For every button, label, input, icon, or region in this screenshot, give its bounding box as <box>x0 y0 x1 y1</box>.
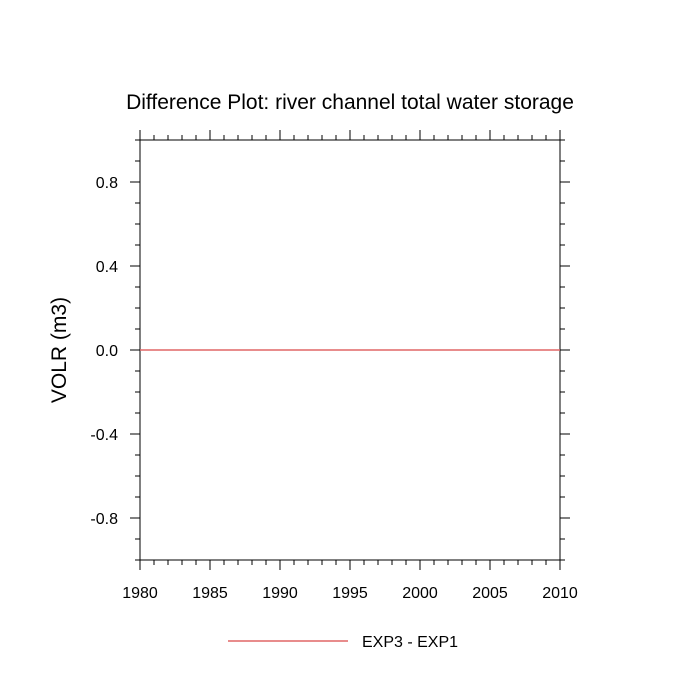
x-tick-label: 1985 <box>192 585 228 602</box>
y-tick-label: 0.8 <box>96 175 118 192</box>
y-tick-label: 0.4 <box>96 259 118 276</box>
axis-ticks <box>130 130 570 570</box>
x-tick-label: 1990 <box>262 585 298 602</box>
legend: EXP3 - EXP1 <box>228 634 458 651</box>
y-axis-label: VOLR (m3) <box>48 297 71 403</box>
x-tick-label: 2010 <box>542 585 578 602</box>
x-tick-label: 1995 <box>332 585 368 602</box>
y-tick-label: 0.0 <box>96 343 118 360</box>
y-tick-label: -0.8 <box>90 511 118 528</box>
legend-label: EXP3 - EXP1 <box>362 634 458 651</box>
x-tick-label: 2000 <box>402 585 438 602</box>
x-tick-label: 2005 <box>472 585 508 602</box>
chart-title: Difference Plot: river channel total wat… <box>126 91 574 114</box>
y-tick-label: -0.4 <box>90 427 118 444</box>
axis-tick-labels: 1980 1985 1990 1995 2000 2005 2010 -0.8 -0.4 0.0 0… <box>90 175 577 602</box>
x-tick-label: 1980 <box>122 585 158 602</box>
